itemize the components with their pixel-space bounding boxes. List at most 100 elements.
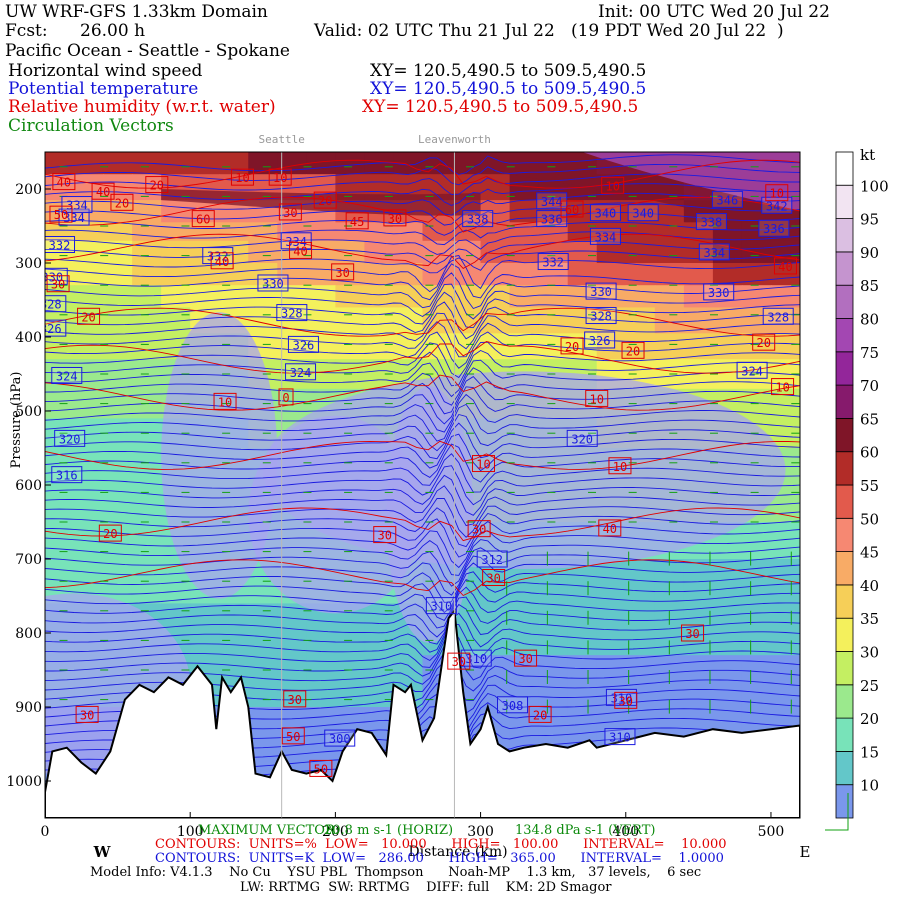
theta-label-box <box>585 282 617 300</box>
theta-line <box>45 321 800 358</box>
theta-line <box>45 291 800 329</box>
theta-label-box <box>604 728 636 746</box>
shade-cell <box>451 307 482 334</box>
theta-label: 338 <box>467 213 489 227</box>
shade-cell <box>74 359 104 390</box>
rh-label: 10 <box>218 395 232 409</box>
rh-label: 30 <box>452 655 466 669</box>
colorbar-label: 40 <box>860 577 879 595</box>
y-tick-label: 200 <box>15 182 42 198</box>
shade-cell <box>741 307 772 334</box>
theta-label: 338 <box>701 216 723 230</box>
colorbar-label: 70 <box>860 377 879 395</box>
field-theta: Potential temperature <box>8 79 199 99</box>
shade-cell <box>567 603 598 656</box>
shade-cell <box>451 285 482 308</box>
shade-cell <box>625 222 656 242</box>
colorbar-label: 10 <box>860 777 879 795</box>
shade-cell <box>248 263 278 286</box>
theta-label: 334 <box>63 211 85 225</box>
rh-label: 30 <box>388 212 402 226</box>
rh-label: 10 <box>613 460 627 474</box>
colorbar-label: 65 <box>860 410 879 428</box>
theta-label-box <box>703 283 735 301</box>
theta-label-box <box>761 196 793 214</box>
colorbar-swatch <box>835 617 854 652</box>
shade-cell <box>335 307 366 334</box>
rh-label-box <box>514 649 538 667</box>
rh-label: 20 <box>533 708 547 722</box>
rh-label-box <box>77 307 101 325</box>
theta-label: 330 <box>590 285 612 299</box>
theta-label: 310 <box>465 652 487 666</box>
rh-label-box <box>467 520 491 538</box>
colorbar-swatch <box>835 751 854 786</box>
shade-cell <box>364 307 395 334</box>
shade-cell <box>625 263 656 286</box>
rh-label-box <box>278 388 294 406</box>
shade-cell <box>538 655 569 708</box>
rh-label: 30 <box>335 266 349 280</box>
shade-cell <box>364 655 395 708</box>
init-time: Init: 00 UTC Wed 20 Jul 22 <box>598 2 830 22</box>
shade-cell <box>567 240 598 264</box>
rh-label-box <box>289 241 313 259</box>
theta-label-box <box>51 366 83 384</box>
rh-label-box <box>482 569 506 586</box>
colorbar-swatch <box>835 251 854 286</box>
shade-cell <box>625 333 656 360</box>
shade-cell <box>277 333 307 360</box>
shade-cell <box>683 263 714 286</box>
theta-label-box <box>324 729 356 747</box>
theta-label: 310 <box>609 731 631 745</box>
theta-label: 340 <box>632 207 654 221</box>
theta-line <box>45 272 800 310</box>
model-info: Model Info: V4.1.3 No Cu YSU PBL Thompso… <box>90 865 702 880</box>
colorbar-label: 15 <box>860 743 879 761</box>
theta-label: 334 <box>703 246 725 260</box>
colorbar-swatch <box>835 517 854 552</box>
shade-cell <box>74 388 104 419</box>
theta-line <box>45 240 800 265</box>
colorbar-label: 80 <box>860 311 879 329</box>
shade-cell <box>509 263 540 286</box>
rh-label-box <box>52 173 76 191</box>
rh-label-box <box>681 624 705 642</box>
rh-label: 10 <box>476 458 490 472</box>
shade-cell <box>74 285 104 308</box>
shade-cell <box>741 240 772 264</box>
shade-cell <box>393 222 424 242</box>
theta-line <box>45 192 800 216</box>
x-tick-label: 200 <box>322 824 349 840</box>
shade-cell <box>219 603 249 656</box>
theta-line <box>45 422 800 460</box>
theta-label: 334 <box>285 235 307 249</box>
theta-label-box <box>758 219 790 237</box>
y-tick-label: 800 <box>15 626 42 642</box>
colorbar-swatch <box>835 684 854 719</box>
theta-line <box>45 518 800 558</box>
theta-label-box <box>627 204 659 222</box>
theta-line <box>45 367 800 406</box>
shade-cell <box>770 333 800 360</box>
rh-label: 50 <box>314 762 328 776</box>
theta-label: 324 <box>290 366 312 380</box>
theta-label-box <box>762 307 794 325</box>
shade-cell <box>335 655 366 708</box>
shade-cell <box>625 200 656 223</box>
shade-cell <box>103 285 133 308</box>
vector-legend-arrow <box>825 793 849 831</box>
region-title: Pacific Ocean - Seattle - Spokane <box>5 41 290 61</box>
shade-cell <box>277 388 307 419</box>
rh-label-box <box>765 184 789 202</box>
max-vector-label: MAXIMUM VECTOR: <box>198 823 340 838</box>
theta-label: 332 <box>49 239 71 253</box>
rh-label-box <box>752 333 776 351</box>
colorbar-label: 100 <box>860 177 889 195</box>
rh-label: 10 <box>605 179 619 193</box>
shade-cell <box>45 522 75 560</box>
rh-label: 20 <box>103 527 117 541</box>
rh-label: 40 <box>603 522 617 536</box>
theta-line <box>45 485 800 527</box>
